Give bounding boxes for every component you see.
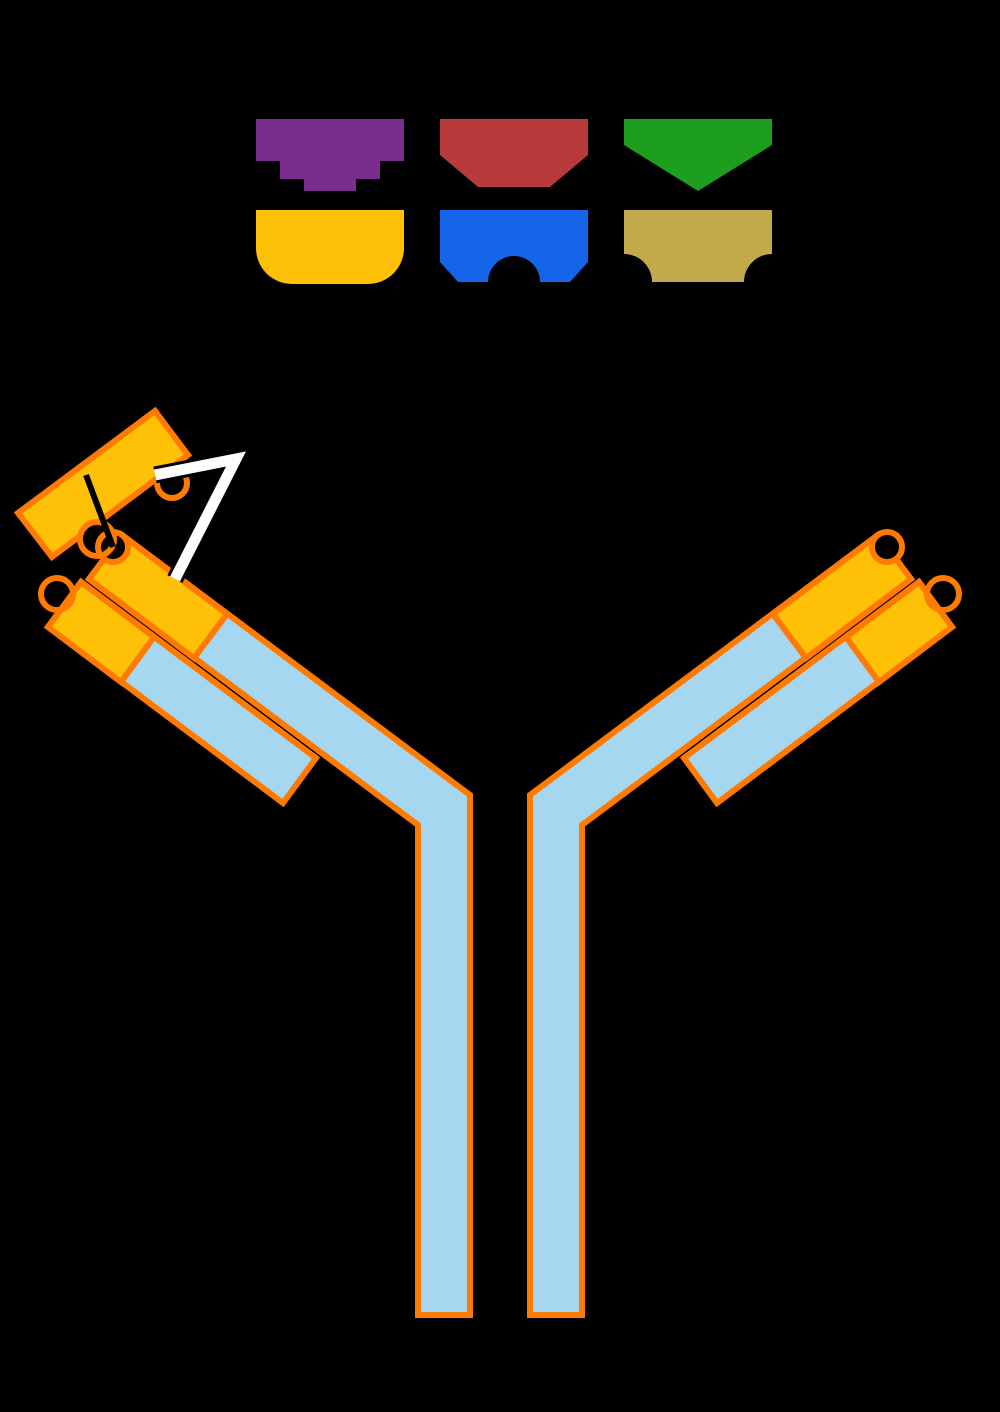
antigen-shape-3-body bbox=[256, 210, 404, 284]
heavy-tip-notch-right bbox=[872, 532, 902, 562]
antigen-shape-3 bbox=[256, 210, 404, 284]
